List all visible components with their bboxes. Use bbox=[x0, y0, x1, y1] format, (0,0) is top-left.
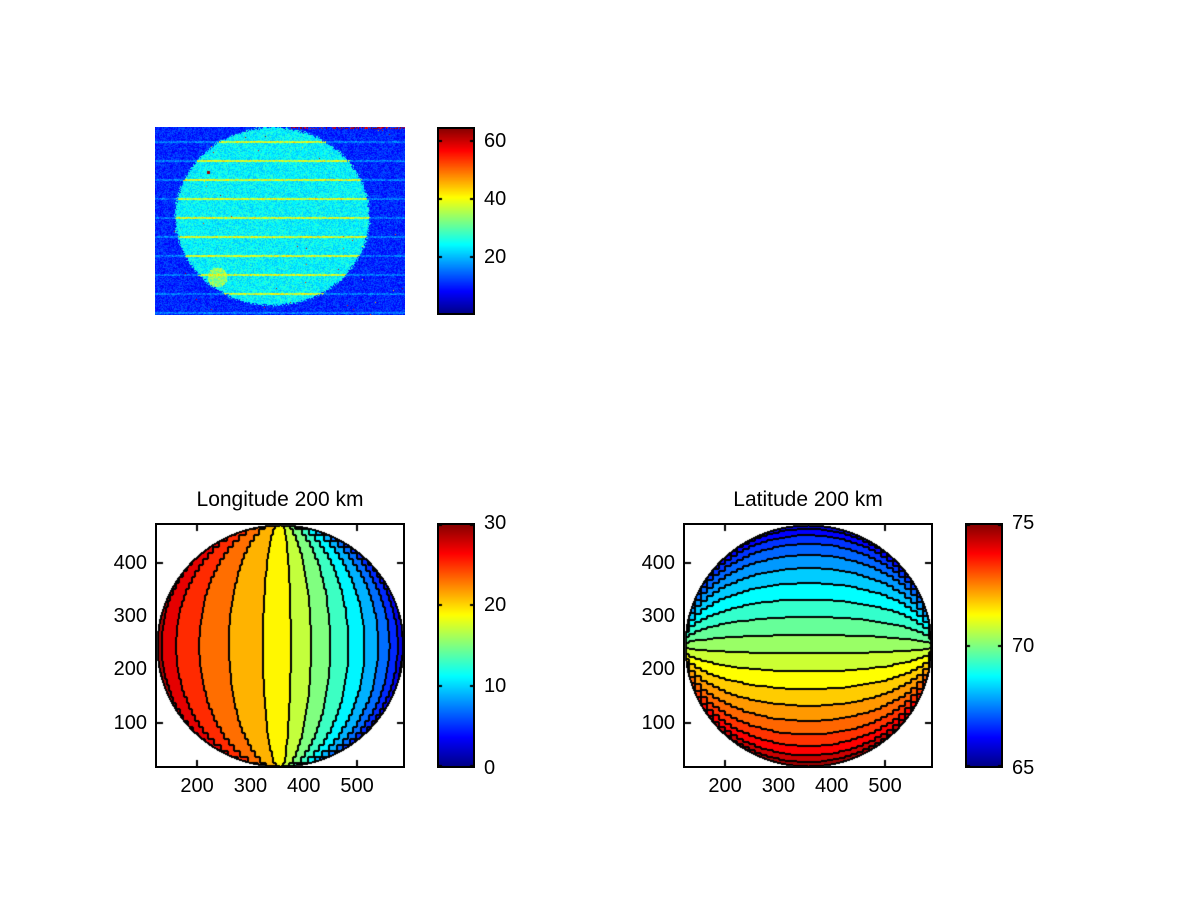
colorbar-tick-label: 70 bbox=[1012, 634, 1035, 657]
longitude-map-canvas bbox=[155, 523, 405, 768]
y-tick-label: 100 bbox=[641, 711, 675, 734]
colorbar-tick-label: 20 bbox=[484, 593, 507, 616]
colorbar-tick-label: 40 bbox=[484, 188, 507, 211]
plot-title: Longitude 200 km bbox=[196, 488, 364, 511]
plot-title: Latitude 200 km bbox=[733, 488, 883, 511]
raw-image-canvas bbox=[155, 127, 405, 315]
colorbar-tick-label: 60 bbox=[484, 130, 507, 153]
colorbar bbox=[437, 523, 475, 768]
colorbar-tick-label: 65 bbox=[1012, 757, 1035, 779]
x-tick-label: 200 bbox=[180, 775, 214, 797]
x-tick-label: 300 bbox=[233, 775, 268, 797]
y-tick-label: 400 bbox=[641, 551, 675, 574]
latitude-map-canvas bbox=[683, 523, 933, 768]
colorbar-tick-label: 20 bbox=[484, 246, 507, 269]
y-tick-label: 200 bbox=[113, 658, 147, 681]
x-tick-label: 500 bbox=[868, 775, 902, 797]
y-tick-label: 400 bbox=[113, 551, 147, 574]
x-tick-label: 500 bbox=[340, 775, 374, 797]
x-tick-label: 300 bbox=[761, 775, 796, 797]
colorbar-tick-label: 30 bbox=[484, 512, 507, 534]
colorbar-tick-label: 10 bbox=[484, 675, 507, 698]
colorbar bbox=[965, 523, 1003, 768]
x-tick-label: 400 bbox=[287, 775, 321, 797]
colorbar bbox=[437, 127, 475, 315]
y-tick-label: 100 bbox=[113, 711, 147, 734]
y-tick-label: 300 bbox=[641, 605, 675, 628]
x-tick-label: 400 bbox=[815, 775, 849, 797]
colorbar-tick-label: 0 bbox=[484, 757, 496, 779]
x-tick-label: 200 bbox=[708, 775, 742, 797]
y-tick-label: 300 bbox=[113, 605, 147, 628]
colorbar-tick-label: 75 bbox=[1012, 512, 1035, 534]
y-tick-label: 200 bbox=[641, 658, 675, 681]
